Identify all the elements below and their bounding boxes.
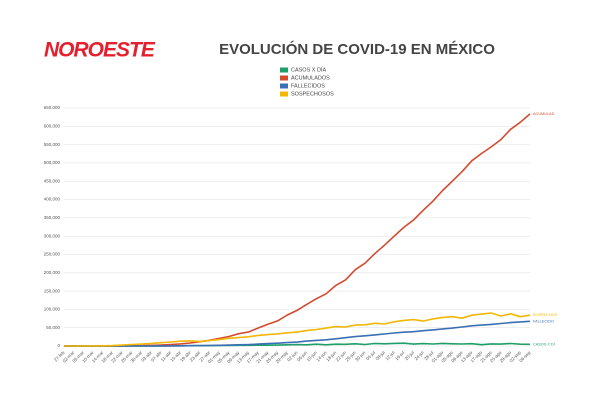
chart-title: EVOLUCIÓN DE COVID-19 EN MÉXICO	[219, 40, 495, 58]
y-tick-label: 350,000	[44, 215, 61, 220]
legend-label: FALLECIDOS	[291, 83, 325, 89]
y-tick-label: 500,000	[44, 160, 61, 165]
y-tick-label: 550,000	[44, 142, 61, 147]
y-tick-label: 0	[57, 343, 60, 348]
legend-label: CASOS X DÍA	[291, 66, 326, 73]
x-tick-label: 04-jul	[365, 350, 376, 361]
y-tick-label: 450,000	[44, 178, 61, 183]
series-end-label: FALLECIDO	[533, 319, 554, 323]
legend-label: ACUMULADOS	[291, 75, 330, 81]
y-tick-label: 50,000	[46, 325, 60, 330]
x-tick-label: 06-sep	[518, 350, 532, 364]
x-tick-label: 30-jun	[354, 350, 367, 363]
series-end-label: CASOS X DÍ	[533, 342, 556, 346]
y-tick-label: 300,000	[44, 233, 61, 238]
x-tick-label: 24-jul	[413, 350, 424, 361]
series-end-label: SOSPECHOS	[533, 313, 558, 317]
plot-area: 0 50,000 100,000 150,000 200,000 250,000 300,0…	[44, 105, 558, 364]
legend-swatch	[280, 91, 288, 97]
x-tick-label: 28-jul	[423, 350, 434, 361]
legend-swatch	[280, 75, 288, 81]
y-tick-label: 100,000	[44, 307, 61, 312]
x-tick-label: 12-jul	[384, 350, 395, 361]
legend-swatch	[280, 67, 288, 73]
legend-label: SOSPECHOSOS	[291, 91, 334, 97]
y-tick-label: 150,000	[44, 288, 61, 293]
series-line	[64, 320, 531, 347]
x-tick-label: 08-jul	[375, 350, 386, 361]
y-tick-label: 600,000	[44, 123, 61, 128]
y-tick-label: 200,000	[44, 270, 61, 275]
legend-swatch	[280, 83, 288, 89]
series-line	[64, 113, 531, 347]
logo: NOROESTE	[44, 39, 156, 62]
y-tick-label: 250,000	[44, 252, 61, 257]
series-end-label: ACUMULAD	[533, 112, 555, 116]
series-line	[64, 312, 531, 347]
x-tick-label: 16-jul	[394, 350, 405, 361]
y-tick-label: 400,000	[44, 197, 61, 202]
x-tick-label: 20-jul	[404, 350, 415, 361]
y-tick-label: 650,000	[44, 105, 61, 110]
